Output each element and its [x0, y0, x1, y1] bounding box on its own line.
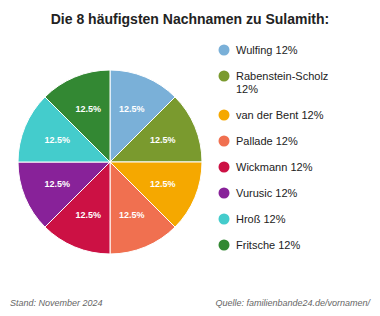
legend-marker [219, 162, 230, 173]
data-label: 12.5% [75, 104, 101, 114]
legend-marker [219, 45, 230, 56]
legend-label: van der Bent 12% [236, 109, 324, 121]
background [0, 0, 380, 316]
legend-marker [219, 136, 230, 147]
legend-label: Fritsche 12% [236, 239, 300, 251]
data-label: 12.5% [150, 135, 176, 145]
data-label: 12.5% [119, 104, 145, 114]
legend-label: Pallade 12% [236, 135, 298, 147]
chart: Die 8 häufigsten Nachnamen zu Sulamith: 1… [0, 0, 380, 316]
data-label: 12.5% [45, 135, 71, 145]
pie-slice [110, 162, 175, 254]
data-label: 12.5% [45, 179, 71, 189]
pie-slice [45, 70, 110, 162]
legend-label: Vurusic 12% [236, 187, 298, 199]
annotation: Quelle: familienbande24.de/vornamen/ [215, 298, 371, 308]
pie [18, 70, 202, 254]
data-label: 12.5% [150, 179, 176, 189]
legend-marker [219, 240, 230, 251]
legend-marker [219, 71, 230, 82]
legend-marker [219, 110, 230, 121]
data-labels: 12.5% 12.5% 12.5% 12.5% 12.5% 12.5% 12.5% 12.5% [45, 104, 176, 219]
chart-container: Die 8 häufigsten Nachnamen zu Sulamith: 1… [0, 0, 380, 316]
legend-marker [219, 214, 230, 225]
pie-slice [110, 97, 202, 162]
legend-marker [219, 188, 230, 199]
legend-label: Rabenstein-Scholz12% [236, 70, 328, 95]
legend-label: Wulfing 12% [236, 44, 298, 56]
legend-label: Hroß 12% [236, 213, 286, 225]
data-label: 12.5% [75, 210, 101, 220]
pie-slice [18, 162, 110, 227]
data-label: 12.5% [119, 210, 145, 220]
legend: Wulfing 12% Rabenstein-Scholz12% van der B… [219, 44, 329, 251]
annotations: Stand: November 2024 Quelle: familienband… [10, 298, 371, 308]
title: Die 8 häufigsten Nachnamen zu Sulamith: [51, 11, 330, 27]
legend-label: Wickmann 12% [236, 161, 313, 173]
annotation: Stand: November 2024 [10, 298, 103, 308]
